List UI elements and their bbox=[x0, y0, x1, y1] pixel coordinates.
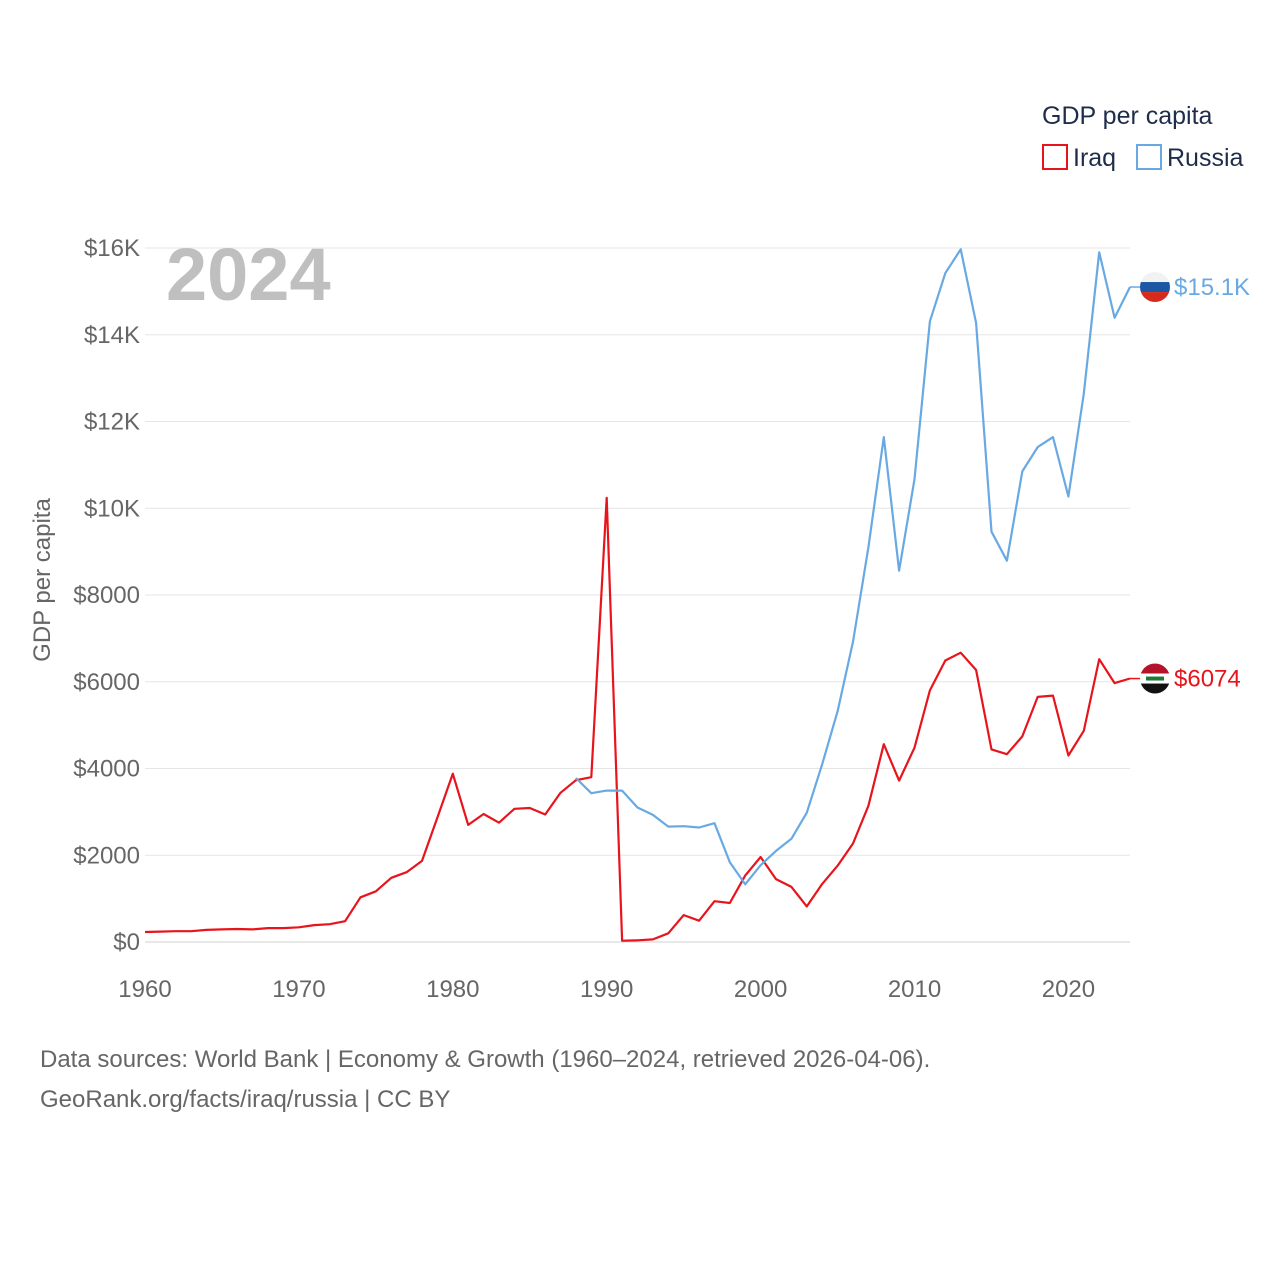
y-axis-ticks: $0 $2000 $4000 $6000 $8000 $10K $12K $14K $16K bbox=[73, 235, 140, 956]
x-tick-label: 1970 bbox=[272, 976, 325, 1003]
flag-stripe-blue bbox=[1140, 282, 1170, 293]
y-tick-label: $6000 bbox=[73, 669, 140, 696]
x-tick-label: 1980 bbox=[426, 976, 479, 1003]
y-tick-label: $14K bbox=[84, 322, 140, 349]
flag-emblem bbox=[1146, 676, 1164, 681]
y-axis-title: GDP per capita bbox=[29, 498, 56, 662]
end-value-label-russia: $15.1K bbox=[1174, 274, 1250, 301]
end-value-label-iraq: $6074 bbox=[1174, 666, 1241, 693]
y-tick-label: $10K bbox=[84, 495, 140, 522]
x-axis-ticks: 1960 1970 1980 1990 2000 2010 2020 bbox=[118, 976, 1095, 1003]
legend: GDP per capita Iraq Russia bbox=[1042, 102, 1244, 172]
y-tick-label: $12K bbox=[84, 409, 140, 436]
legend-label-russia: Russia bbox=[1167, 144, 1244, 172]
x-tick-label: 1990 bbox=[580, 976, 633, 1003]
y-tick-label: $4000 bbox=[73, 756, 140, 783]
legend-label-iraq: Iraq bbox=[1073, 144, 1116, 172]
series-line-iraq bbox=[144, 496, 1131, 942]
x-tick-label: 1960 bbox=[118, 976, 171, 1003]
y-tick-label: $8000 bbox=[73, 582, 140, 609]
series-line-russia bbox=[575, 248, 1131, 886]
series-end-markers: $6074 $15.1K bbox=[1130, 272, 1250, 694]
y-tick-label: $2000 bbox=[73, 842, 140, 869]
data-source-note: Data sources: World Bank | Economy & Gro… bbox=[40, 1046, 931, 1073]
series-lines bbox=[144, 248, 1131, 942]
x-tick-label: 2000 bbox=[734, 976, 787, 1003]
x-tick-label: 2010 bbox=[888, 976, 941, 1003]
russia-flag-icon bbox=[1140, 272, 1170, 303]
y-tick-label: $16K bbox=[84, 235, 140, 262]
legend-swatch-iraq bbox=[1042, 144, 1068, 170]
year-label: 2024 bbox=[166, 233, 331, 316]
flag-stripe-white bbox=[1140, 272, 1170, 283]
footer: Data sources: World Bank | Economy & Gro… bbox=[40, 1040, 1240, 1120]
gridlines bbox=[145, 247, 1130, 943]
source-link[interactable]: GeoRank.org/facts/iraq/russia | CC BY bbox=[40, 1086, 451, 1113]
x-tick-label: 2020 bbox=[1042, 976, 1095, 1003]
legend-swatch-russia bbox=[1136, 144, 1162, 170]
legend-item-russia[interactable]: Russia bbox=[1136, 144, 1244, 172]
flag-stripe-red bbox=[1140, 663, 1170, 674]
legend-item-iraq[interactable]: Iraq bbox=[1042, 144, 1116, 172]
flag-stripe-red bbox=[1140, 292, 1170, 303]
iraq-flag-icon bbox=[1140, 663, 1170, 694]
flag-stripe-black bbox=[1140, 683, 1170, 694]
y-tick-label: $0 bbox=[113, 929, 140, 956]
legend-title: GDP per capita bbox=[1042, 102, 1213, 130]
